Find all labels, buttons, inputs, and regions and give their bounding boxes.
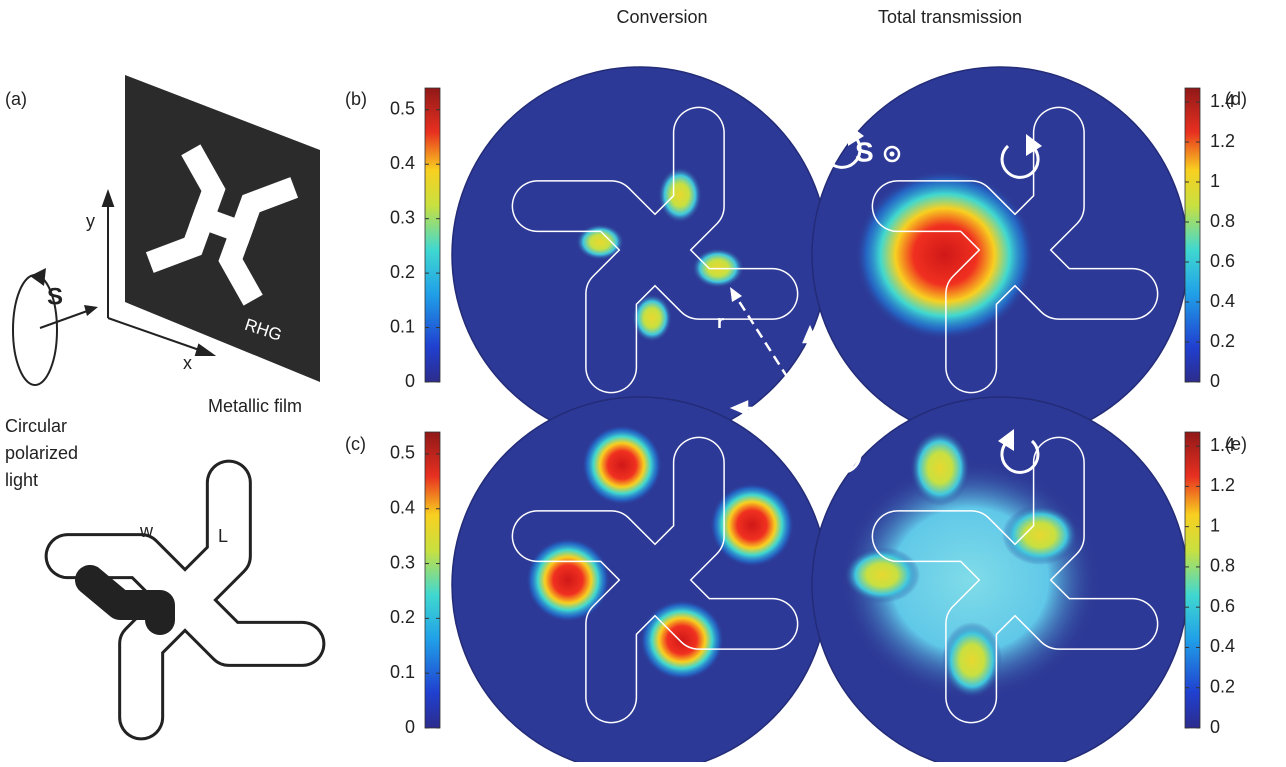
tick-label: 0.1 [390,662,415,682]
tick-label: 0.8 [1210,211,1235,231]
tick-label: 1.4 [1210,91,1235,111]
tick-label: 0.5 [390,99,415,119]
tick-label: 1 [1210,515,1220,535]
tick-label: 0.4 [1210,291,1235,311]
axis-label: x [750,414,759,434]
tick-label: 0.2 [1210,331,1235,351]
light-label: Circular [5,416,67,436]
length-label: L [218,526,228,546]
tick-label: 0 [1210,717,1220,737]
tick-label: 1 [1210,171,1220,191]
colorbar [1184,87,1201,383]
colorbars: 0 0.1 0.2 0.3 0.4 0.5 0 0.2 0.4 0.6 0.8 1 1.2 1.4 0 0.1… [390,87,1235,737]
panel-label: (d) [1225,89,1247,109]
colorbar [1184,431,1201,729]
column-title: Conversion [616,7,707,27]
panel-label: (c) [345,434,366,454]
colorbar [424,431,441,729]
tick-label: 1.2 [1210,475,1235,495]
tick-label: 1.4 [1210,435,1235,455]
tick-label: 0.4 [390,497,415,517]
panel-label: (e) [1225,434,1247,454]
panel-label: (b) [345,89,367,109]
tick-label: 0.4 [390,153,415,173]
width-label: w [139,521,154,541]
tick-label: 0.5 [390,443,415,463]
colorbar [424,87,441,383]
out-of-plane [889,151,895,157]
arrowhead [730,287,742,302]
tick-label: 0 [1210,371,1220,391]
axis-label: y [822,339,831,359]
tick-label: 0.1 [390,316,415,336]
tick-label: 0.8 [1210,556,1235,576]
tick-label: 0.3 [390,552,415,572]
tick-label: 0.2 [390,607,415,627]
light-label: polarized [5,443,78,463]
tick-label: 0.6 [1210,251,1235,271]
axis-label: x [183,353,192,373]
tick-label: 0.2 [1210,676,1235,696]
tick-label: 0.3 [390,207,415,227]
out-of-plane [883,145,901,163]
panel-label: (a) [5,89,27,109]
column-title: Total transmission [878,7,1022,27]
axes-map [729,324,818,416]
axis-label: y [86,211,95,231]
tick-label: 0 [405,717,415,737]
tick-label: 0.6 [1210,596,1235,616]
spin-label: S [855,136,874,167]
light-label: light [5,470,38,490]
tick-label: 0 [405,371,415,391]
radius-arrow [733,294,807,406]
tick-label: 1.2 [1210,131,1235,151]
radius-label: r [717,312,724,332]
film-label: Metallic film [208,396,302,416]
tick-label: 0.4 [1210,636,1235,656]
spin-label: S [47,283,63,310]
tick-label: 0.2 [390,262,415,282]
